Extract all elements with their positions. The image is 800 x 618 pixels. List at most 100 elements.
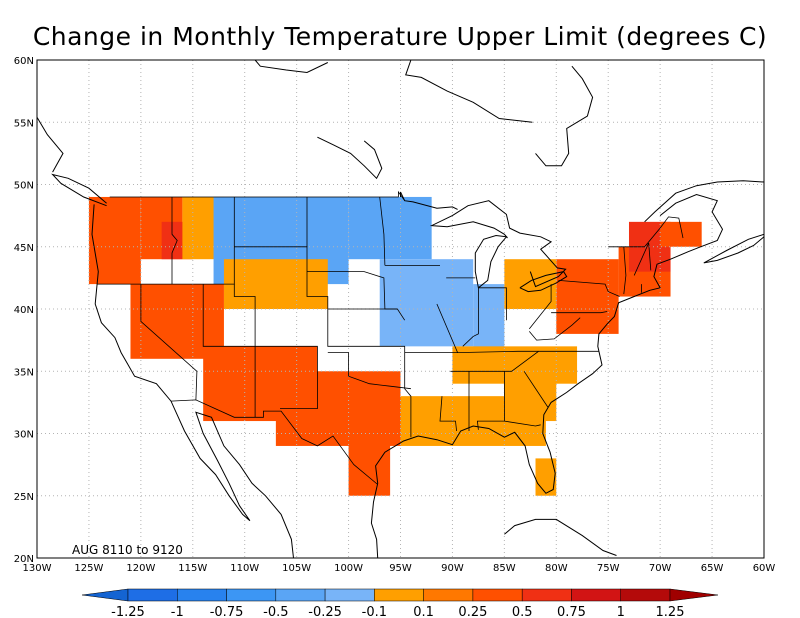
state-border bbox=[109, 190, 406, 201]
lon-label: 65W bbox=[701, 563, 724, 574]
state-border bbox=[633, 242, 650, 276]
state-border bbox=[233, 284, 256, 418]
lon-label: 120W bbox=[126, 563, 155, 574]
anomaly-cell-5 bbox=[348, 196, 432, 260]
state-border bbox=[327, 308, 406, 321]
coastline-segment bbox=[429, 200, 567, 288]
period-label: AUG 8110 to 9120 bbox=[72, 543, 183, 557]
colorbar-label: 0.75 bbox=[557, 605, 586, 618]
lat-label: 25N bbox=[14, 492, 34, 503]
colorbar-swatch bbox=[620, 588, 671, 602]
state-border bbox=[171, 197, 178, 285]
state-border bbox=[327, 352, 411, 390]
colorbar-swatch bbox=[177, 588, 227, 602]
state-border bbox=[379, 196, 386, 266]
colorbar-label: 0.1 bbox=[413, 605, 434, 618]
state-border bbox=[457, 350, 539, 353]
lon-label: 110W bbox=[230, 563, 259, 574]
colorbar-label: -0.5 bbox=[263, 605, 288, 618]
coastline-segment bbox=[644, 180, 765, 223]
coastline-segment bbox=[91, 204, 294, 559]
longitude-labels: 130W 125W 120W 115W 110W 105W 100W 95W 90W 85W 80W… bbox=[23, 563, 776, 574]
anomaly-cell-21 bbox=[504, 259, 557, 309]
state-border bbox=[170, 399, 378, 485]
colorbar-label: -0.25 bbox=[308, 605, 342, 618]
coastline-segment bbox=[703, 233, 765, 264]
coastlines bbox=[36, 59, 765, 559]
colorbar-label: -0.75 bbox=[210, 605, 244, 618]
anomaly-cell-6 bbox=[379, 259, 474, 347]
coastline-segment bbox=[504, 518, 617, 556]
colorbar-arrow-high bbox=[669, 588, 719, 602]
lon-label: 115W bbox=[178, 563, 207, 574]
lat-label: 35N bbox=[14, 367, 34, 378]
lon-label: 75W bbox=[597, 563, 620, 574]
coastline-segment bbox=[36, 117, 64, 173]
state-border bbox=[462, 287, 479, 347]
state-border bbox=[528, 284, 552, 330]
coastline-segment bbox=[51, 173, 107, 207]
colorbar: -1.25 -1 -0.75 -0.5 -0.25 -0.1 0.1 0.25 0.5 0.75 1… bbox=[81, 588, 719, 618]
state-border bbox=[648, 242, 652, 271]
colorbar-label: 1 bbox=[617, 605, 625, 618]
colorbar-label: 0.25 bbox=[458, 605, 487, 618]
anomaly-cell-0 bbox=[88, 196, 141, 285]
coastline-segment bbox=[370, 193, 724, 559]
coastline-segment bbox=[519, 271, 568, 293]
state-border bbox=[528, 317, 581, 341]
state-border bbox=[623, 246, 627, 295]
state-border bbox=[551, 311, 608, 314]
map-frame bbox=[36, 59, 765, 559]
lon-label: 90W bbox=[441, 563, 464, 574]
lon-label: 130W bbox=[23, 563, 52, 574]
coastline-segment bbox=[317, 136, 383, 180]
coastline-segment bbox=[405, 59, 533, 123]
anomaly-cell-20 bbox=[660, 221, 702, 247]
colorbar-label: -0.1 bbox=[362, 605, 387, 618]
coastline-segment bbox=[254, 59, 329, 74]
colorbar-swatch bbox=[374, 588, 424, 602]
lon-label: 105W bbox=[282, 563, 311, 574]
state-border bbox=[558, 280, 620, 297]
colorbar-swatch bbox=[521, 588, 572, 602]
lon-label: 95W bbox=[389, 563, 412, 574]
state-border bbox=[478, 287, 507, 321]
lon-label: 100W bbox=[334, 563, 363, 574]
colorbar-arrow-low bbox=[81, 588, 129, 602]
lon-label: 60W bbox=[753, 563, 776, 574]
state-border bbox=[140, 284, 198, 400]
state-border bbox=[202, 284, 318, 409]
lat-label: 55N bbox=[14, 118, 34, 129]
anomaly-cell-15 bbox=[504, 371, 557, 422]
colorbar-label: -1.25 bbox=[111, 605, 145, 618]
lat-label: 30N bbox=[14, 430, 34, 441]
state-border bbox=[450, 350, 599, 372]
map-title: Change in Monthly Temperature Upper Limi… bbox=[32, 22, 768, 51]
lat-label: 20N bbox=[14, 554, 34, 565]
lon-label: 125W bbox=[74, 563, 103, 574]
latitude-labels: 60N 55N 50N 45N 40N 35N 30N 25N 20N bbox=[14, 56, 34, 565]
state-border bbox=[97, 246, 412, 438]
lon-label: 70W bbox=[649, 563, 672, 574]
lat-label: 45N bbox=[14, 243, 34, 254]
lat-label: 50N bbox=[14, 181, 34, 192]
coastline-segment bbox=[400, 191, 458, 210]
colorbar-label: 1.25 bbox=[656, 605, 685, 618]
state-border bbox=[504, 420, 541, 427]
coastline-segment bbox=[474, 234, 508, 289]
colorbar-swatch bbox=[275, 588, 326, 602]
anomaly-cell-12 bbox=[348, 433, 391, 496]
colorbar-swatch bbox=[571, 588, 621, 602]
colorbar-swatch bbox=[472, 588, 523, 602]
colorbar-swatch bbox=[127, 588, 178, 602]
state-border bbox=[523, 371, 549, 408]
anomaly-cell-8 bbox=[223, 259, 328, 309]
state-border bbox=[608, 216, 684, 248]
lat-label: 40N bbox=[14, 305, 34, 316]
lat-label: 60N bbox=[14, 56, 34, 67]
colorbar-label: -1 bbox=[171, 605, 184, 618]
coastline-segment bbox=[535, 65, 594, 167]
anomaly-cell-17 bbox=[556, 259, 619, 334]
state-border bbox=[439, 396, 457, 432]
colorbar-swatch bbox=[423, 588, 474, 602]
